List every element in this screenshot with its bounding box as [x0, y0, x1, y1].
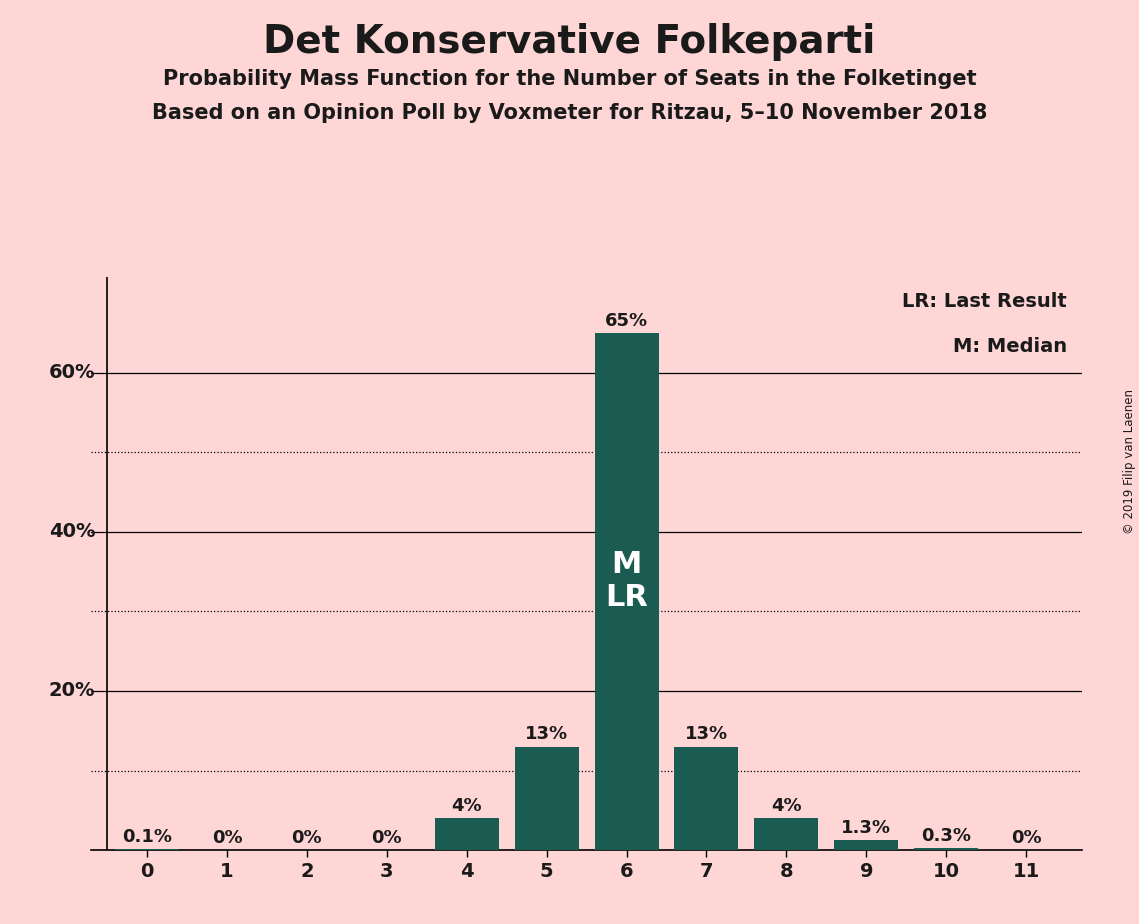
Bar	[834, 840, 899, 850]
Text: 0%: 0%	[292, 829, 322, 847]
Text: Det Konservative Folkeparti: Det Konservative Folkeparti	[263, 23, 876, 61]
Text: 13%: 13%	[685, 725, 728, 744]
Text: 4%: 4%	[771, 797, 802, 815]
Text: 13%: 13%	[525, 725, 568, 744]
Text: 0%: 0%	[1010, 829, 1041, 847]
Bar	[915, 847, 978, 850]
Bar	[674, 747, 738, 850]
Text: Based on an Opinion Poll by Voxmeter for Ritzau, 5–10 November 2018: Based on an Opinion Poll by Voxmeter for…	[151, 103, 988, 124]
Text: M: Median: M: Median	[953, 337, 1067, 357]
Text: 0%: 0%	[371, 829, 402, 847]
Text: 40%: 40%	[49, 522, 96, 541]
Text: 1.3%: 1.3%	[842, 819, 892, 836]
Text: 20%: 20%	[49, 681, 96, 700]
Text: M
LR: M LR	[605, 550, 648, 613]
Bar	[754, 819, 818, 850]
Text: 60%: 60%	[49, 363, 96, 383]
Text: Probability Mass Function for the Number of Seats in the Folketinget: Probability Mass Function for the Number…	[163, 69, 976, 90]
Text: LR: Last Result: LR: Last Result	[902, 292, 1067, 310]
Text: 4%: 4%	[451, 797, 482, 815]
Bar	[515, 747, 579, 850]
Text: 65%: 65%	[605, 311, 648, 330]
Text: 0%: 0%	[212, 829, 243, 847]
Bar	[435, 819, 499, 850]
Text: 0.3%: 0.3%	[921, 826, 972, 845]
Text: 0.1%: 0.1%	[122, 828, 172, 846]
Text: © 2019 Filip van Laenen: © 2019 Filip van Laenen	[1123, 390, 1136, 534]
Bar	[595, 333, 658, 850]
